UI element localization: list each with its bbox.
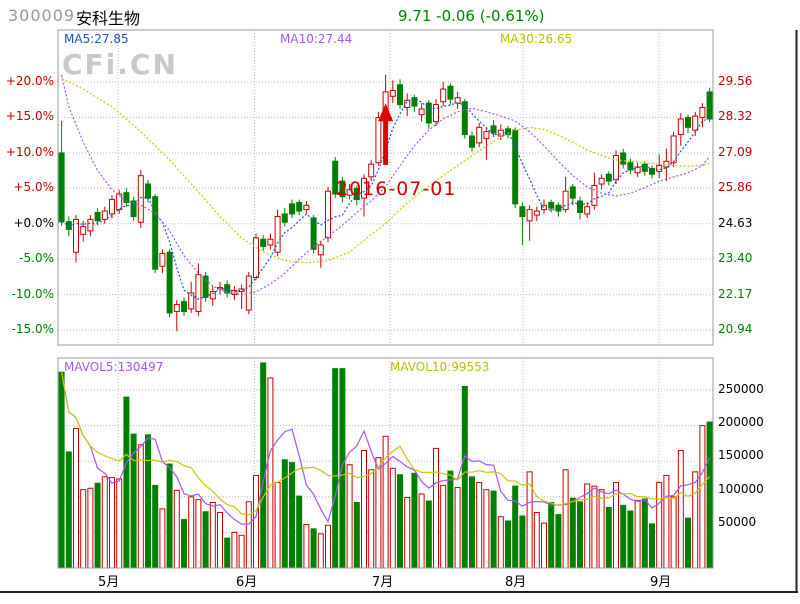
stock-code: 300009 bbox=[8, 6, 76, 25]
price-axis-label: 29.56 bbox=[718, 74, 753, 88]
stock-name: 安科生物 bbox=[76, 9, 141, 28]
pct-axis-label: +15.0% bbox=[5, 109, 54, 123]
month-label: 9月 bbox=[650, 575, 672, 590]
pct-axis-label: -5.0% bbox=[19, 251, 54, 265]
month-label: 7月 bbox=[372, 575, 394, 590]
annotation-date: 2016-07-01 bbox=[336, 178, 457, 200]
price-axis-label: 24.63 bbox=[718, 216, 753, 230]
volume-axis-label: 200000 bbox=[718, 415, 764, 429]
mavol5-label: MAVOL5:130497 bbox=[64, 360, 164, 374]
price-axis-label: 23.40 bbox=[718, 251, 753, 265]
month-label: 8月 bbox=[505, 575, 527, 590]
pct-axis-label: -15.0% bbox=[11, 322, 54, 336]
month-label: 6月 bbox=[236, 575, 258, 590]
price-quote: 9.71 -0.06 (-0.61%) bbox=[398, 7, 545, 25]
price-axis-label: 20.94 bbox=[718, 322, 753, 336]
pct-axis-label: +20.0% bbox=[5, 74, 54, 88]
price-axis-label: 25.86 bbox=[718, 180, 753, 194]
pct-axis-label: +5.0% bbox=[13, 180, 54, 194]
price-axis-label: 27.09 bbox=[718, 145, 753, 159]
price-axis-label: 28.32 bbox=[718, 109, 753, 123]
volume-axis-label: 250000 bbox=[718, 382, 764, 396]
volume-axis-label: 50000 bbox=[718, 515, 757, 529]
ma5-label: MA5:27.85 bbox=[64, 32, 129, 46]
volume-axis-label: 150000 bbox=[718, 448, 764, 462]
mavol10-label: MAVOL10:99553 bbox=[390, 360, 490, 374]
volume-axis-label: 100000 bbox=[718, 482, 764, 496]
pct-axis-label: +10.0% bbox=[5, 145, 54, 159]
ma10-label: MA10:27.44 bbox=[280, 32, 353, 46]
ma30-label: MA30:26.65 bbox=[500, 32, 573, 46]
pct-axis-label: +0.0% bbox=[13, 216, 54, 230]
price-axis-label: 22.17 bbox=[718, 287, 753, 301]
month-label: 5月 bbox=[98, 575, 120, 590]
pct-axis-label: -10.0% bbox=[11, 287, 54, 301]
cfi-watermark: CFi.CN bbox=[62, 48, 178, 81]
